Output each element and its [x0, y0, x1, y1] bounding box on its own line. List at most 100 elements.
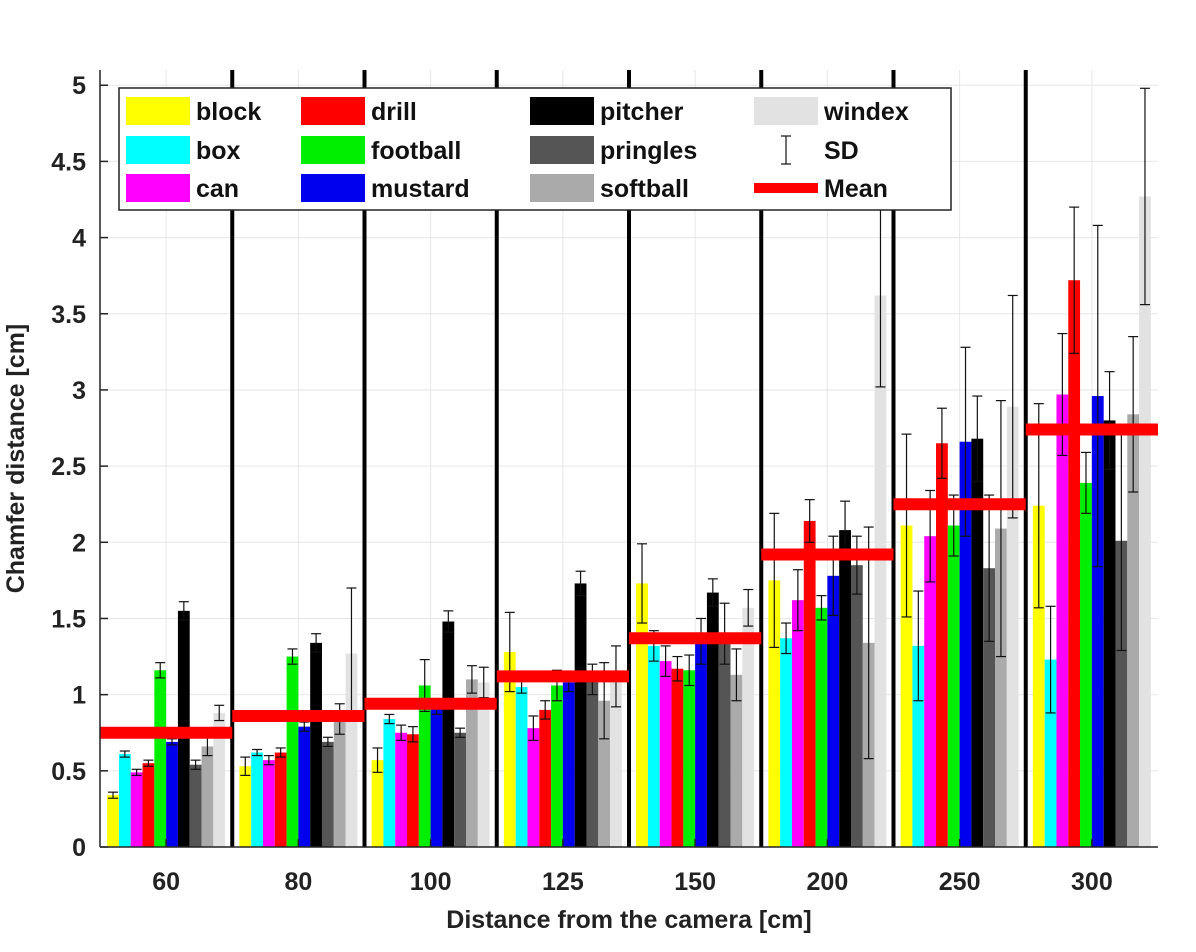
y-tick-label: 0.5	[51, 758, 86, 786]
legend-label: Mean	[824, 175, 888, 203]
errorbar-pringles-100	[455, 727, 466, 738]
bar-football-100	[418, 685, 431, 847]
x-tick-label: 300	[1071, 868, 1113, 896]
legend-swatch-pitcher	[530, 97, 594, 125]
errorbar-block-150	[637, 543, 648, 624]
errorbar-drill-100	[407, 726, 418, 743]
bar-block-250	[900, 525, 913, 847]
bar-windex-80	[345, 653, 358, 847]
bar-pitcher-150	[706, 592, 719, 847]
legend-label: can	[196, 175, 239, 203]
mean-markers	[100, 423, 1158, 739]
errorbar-can-100	[396, 724, 407, 741]
errorbar-windex-60	[214, 704, 225, 722]
bar-softball-250	[995, 528, 1007, 847]
legend-swatch-windex	[754, 97, 818, 125]
bar-windex-125	[610, 676, 622, 847]
bar-football-125	[551, 685, 563, 847]
errorbar-drill-300	[1069, 206, 1080, 354]
legend-swatch-pringles	[530, 136, 594, 164]
errorbar-block-200	[769, 512, 780, 649]
bar-football-60	[154, 670, 167, 847]
bar-windex-200	[874, 295, 887, 847]
x-tick-label: 250	[939, 868, 981, 896]
legend-label: box	[196, 137, 241, 165]
errorbar-block-100	[372, 747, 383, 773]
bar-can-200	[791, 600, 804, 847]
errorbar-drill-125	[540, 700, 551, 720]
bar-pringles-60	[189, 764, 202, 847]
bar-windex-250	[1006, 406, 1019, 847]
errorbar-softball-200	[863, 526, 874, 760]
bar-can-300	[1056, 394, 1069, 847]
errorbar-box-300	[1045, 605, 1056, 714]
bar-drill-100	[407, 734, 419, 847]
errorbar-drill-60	[143, 759, 154, 767]
bar-pitcher-100	[442, 621, 455, 847]
bar-softball-300	[1127, 414, 1140, 847]
legend-label: block	[196, 98, 261, 126]
bar-drill-60	[142, 763, 155, 847]
bar-pringles-150	[718, 633, 731, 847]
errorbar-football-150	[684, 654, 695, 687]
errorbar-pringles-60	[190, 759, 201, 770]
y-tick-label: 2	[72, 529, 86, 557]
bar-drill-200	[803, 520, 816, 847]
errorbar-pringles-200	[851, 535, 862, 595]
legend-label: drill	[371, 98, 417, 126]
legend-swatch-mustard	[301, 174, 365, 202]
errorbar-box-100	[384, 713, 395, 725]
x-tick-label: 60	[152, 868, 180, 896]
errorbar-can-80	[263, 754, 274, 766]
bar-block-125	[503, 651, 516, 847]
bar-box-125	[515, 687, 528, 847]
legend-entry-box: box	[126, 136, 241, 165]
legend-entry-mean: Mean	[754, 175, 888, 203]
y-tick-label: 3	[72, 377, 86, 405]
bar-softball-125	[598, 700, 611, 847]
errorbar-softball-100	[466, 665, 477, 694]
errorbar-mustard-60	[167, 738, 178, 746]
bar-can-250	[924, 536, 937, 847]
bar-mustard-250	[959, 441, 972, 847]
legend-entry-can: can	[126, 174, 239, 203]
bar-pringles-80	[321, 741, 334, 847]
bar-mustard-200	[827, 575, 840, 847]
bar-mustard-125	[562, 682, 575, 847]
errorbar-can-200	[792, 569, 803, 632]
errorbar-box-60	[119, 750, 130, 758]
legend-swatch-block	[126, 97, 190, 125]
bar-box-150	[647, 645, 660, 847]
legend-entry-mustard: mustard	[301, 174, 470, 203]
y-tick-label: 2.5	[51, 453, 86, 481]
legend-label: softball	[600, 175, 689, 203]
bar-football-300	[1080, 482, 1092, 847]
legend-entry-football: football	[301, 136, 461, 165]
bar-softball-150	[730, 674, 743, 847]
errorbar-pringles-250	[984, 494, 995, 642]
x-axis-title: Distance from the camera [cm]	[446, 906, 811, 934]
errorbar-can-125	[528, 715, 539, 741]
axes	[99, 70, 1158, 848]
errorbar-block-250	[901, 433, 912, 618]
x-tick-label: 200	[807, 868, 849, 896]
bar-drill-250	[936, 443, 948, 847]
errorbar-pitcher-300	[1104, 371, 1115, 470]
errorbar-box-80	[252, 748, 263, 757]
errorbar-drill-250	[936, 407, 947, 479]
errorbar-mustard-300	[1092, 224, 1103, 568]
bar-windex-60	[213, 712, 226, 847]
errorbar-football-200	[816, 595, 827, 621]
bar-pringles-125	[586, 679, 599, 847]
bar-football-200	[815, 607, 828, 847]
errorbar-softball-300	[1128, 336, 1139, 493]
bar-pringles-100	[454, 732, 467, 847]
bar-windex-100	[477, 682, 490, 847]
y-tick-label: 4	[72, 225, 86, 253]
x-tick-labels: 60 80 100 125 150 200 250 300	[152, 839, 1113, 896]
errorbar-softball-150	[731, 648, 742, 702]
bar-mustard-60	[166, 741, 178, 847]
errorbar-windex-150	[743, 588, 754, 627]
bar-box-300	[1044, 659, 1057, 847]
